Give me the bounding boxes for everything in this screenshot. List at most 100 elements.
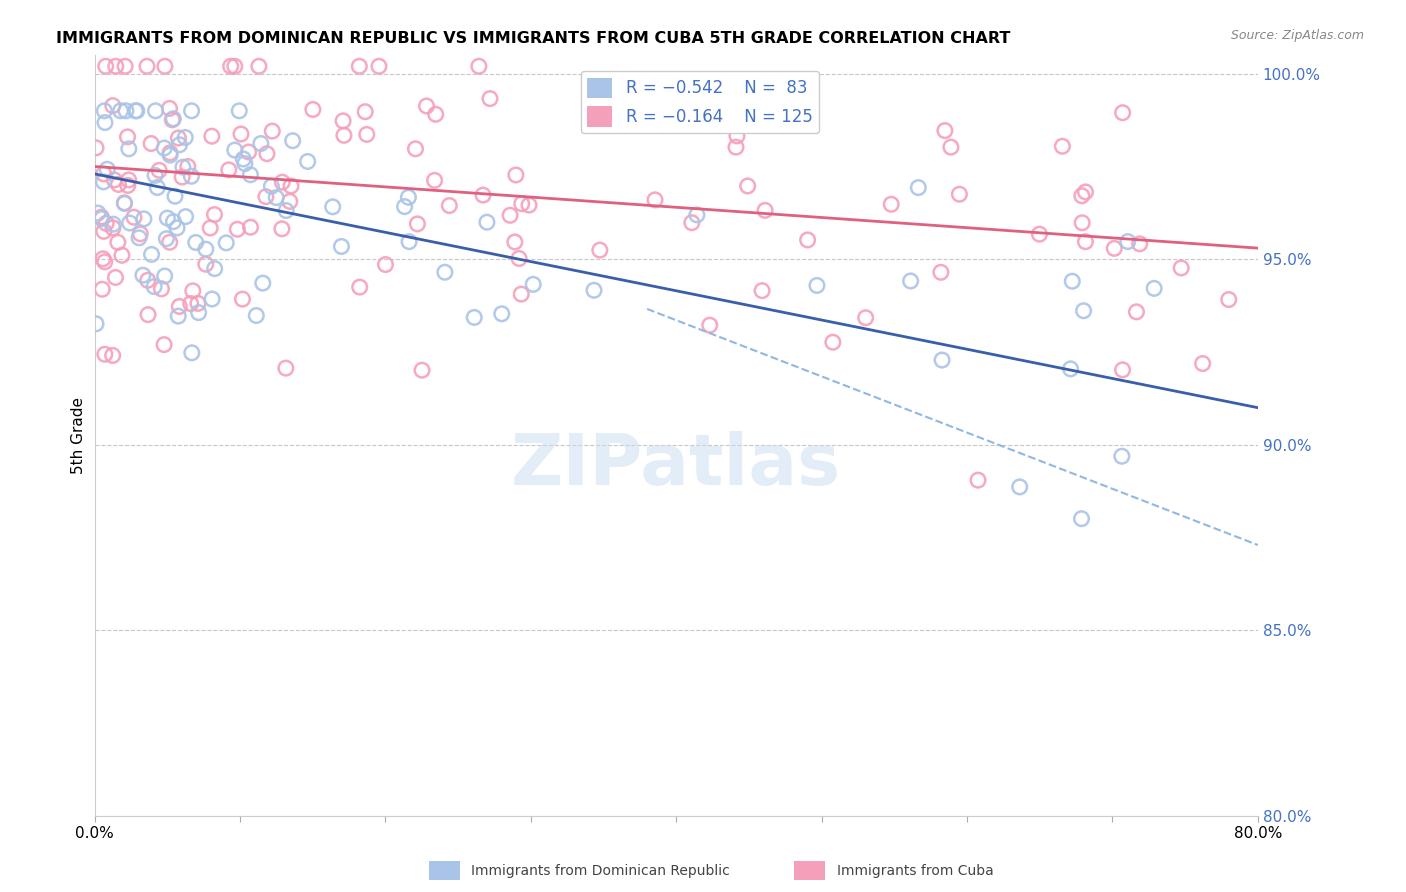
Point [128, 231, 150, 245]
Point [737, 178, 759, 193]
Point [90, 211, 112, 226]
Point [1071, 216, 1094, 230]
Point [93, 167, 115, 181]
Point [219, 59, 242, 73]
Point [1111, 105, 1133, 120]
Point [125, 103, 148, 118]
Point [725, 128, 748, 143]
Point [1170, 260, 1192, 275]
Point [280, 179, 302, 194]
Point [232, 152, 254, 166]
Point [239, 168, 262, 182]
Point [751, 284, 773, 298]
Point [136, 59, 159, 73]
Legend: R = −0.542    N =  83, R = −0.164    N = 125: R = −0.542 N = 83, R = −0.164 N = 125 [581, 71, 820, 134]
Point [180, 169, 202, 184]
Point [349, 280, 371, 294]
Point [939, 140, 962, 154]
Point [107, 235, 129, 250]
Point [181, 284, 204, 298]
Point [93, 103, 115, 118]
Point [1062, 274, 1084, 288]
Point [163, 189, 186, 203]
Point [143, 279, 166, 293]
Point [180, 103, 202, 118]
Point [967, 473, 990, 487]
Point [104, 59, 127, 73]
Point [136, 273, 159, 287]
Point [166, 220, 188, 235]
Point [101, 220, 124, 235]
Point [478, 92, 501, 106]
Point [394, 200, 416, 214]
Point [510, 196, 533, 211]
Point [93, 224, 115, 238]
Point [880, 197, 903, 211]
Point [204, 261, 226, 276]
Point [177, 160, 200, 174]
Point [699, 318, 721, 333]
Point [948, 187, 970, 202]
Point [159, 145, 181, 160]
Point [589, 243, 612, 257]
Point [354, 104, 377, 119]
Point [256, 146, 278, 161]
Point [463, 310, 485, 325]
Point [87, 206, 110, 220]
Point [94, 59, 117, 73]
Point [224, 59, 246, 73]
Point [94, 115, 117, 129]
Point [681, 216, 703, 230]
Point [433, 265, 456, 279]
Point [368, 59, 391, 73]
Point [150, 282, 173, 296]
Point [522, 277, 544, 292]
Point [204, 208, 226, 222]
Point [143, 169, 166, 183]
Point [111, 248, 134, 262]
Point [1143, 281, 1166, 295]
Point [499, 208, 522, 222]
Point [1052, 139, 1074, 153]
Point [153, 59, 176, 73]
Point [103, 217, 125, 231]
Point [278, 194, 301, 209]
Point [264, 191, 287, 205]
Point [93, 175, 115, 189]
Point [1111, 363, 1133, 377]
Point [156, 211, 179, 225]
Point [114, 196, 136, 211]
Point [405, 142, 427, 156]
Point [330, 239, 353, 253]
Point [229, 127, 252, 141]
Point [806, 278, 828, 293]
Point [141, 247, 163, 261]
Point [194, 257, 217, 271]
Point [1028, 227, 1050, 242]
Point [118, 216, 141, 230]
Point [117, 129, 139, 144]
Point [94, 255, 117, 269]
Point [228, 103, 250, 118]
Point [644, 193, 666, 207]
Point [159, 102, 181, 116]
Point [271, 222, 294, 236]
Point [90, 210, 112, 224]
Point [118, 142, 141, 156]
Point [159, 235, 181, 250]
Point [110, 103, 132, 118]
Point [124, 103, 146, 118]
Point [754, 203, 776, 218]
Point [136, 308, 159, 322]
Point [271, 175, 294, 189]
Point [239, 220, 262, 235]
Point [129, 227, 152, 241]
Point [172, 160, 194, 174]
Point [118, 173, 141, 187]
Point [276, 203, 298, 218]
Point [686, 208, 709, 222]
Point [356, 128, 378, 142]
Point [374, 258, 396, 272]
Point [1116, 235, 1139, 249]
Point [1218, 293, 1240, 307]
